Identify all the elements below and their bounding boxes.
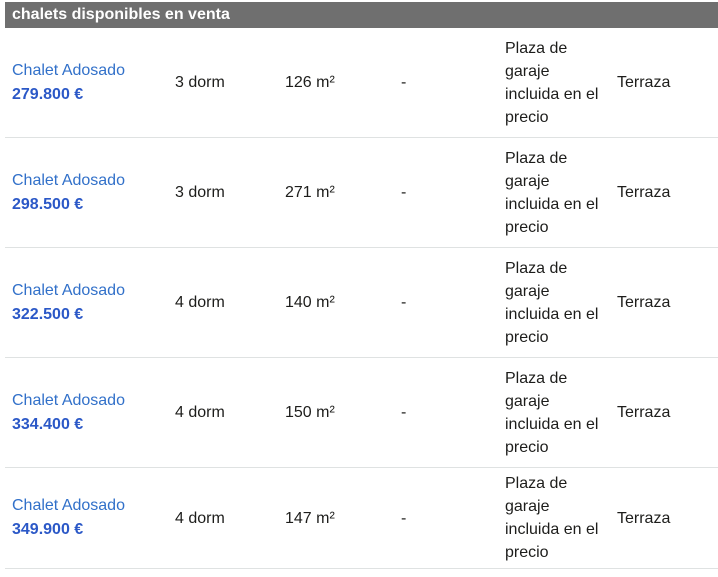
features-cell: Terraza	[617, 294, 671, 311]
area-cell: 150 m²	[285, 404, 335, 421]
bathrooms-cell: -	[401, 294, 407, 311]
listing-price-link[interactable]: 334.400 €	[12, 415, 84, 433]
listing-link[interactable]: Chalet Adosado	[12, 391, 125, 409]
listing-row: Chalet Adosado 322.500 € 4 dorm 140 m² -…	[5, 248, 718, 358]
listing-price-link[interactable]: 349.900 €	[12, 521, 84, 538]
title-price-cell: Chalet Adosado 322.500 €	[5, 248, 175, 357]
features-cell: Terraza	[617, 74, 671, 91]
bathrooms-cell: -	[401, 404, 407, 421]
listing-link[interactable]: Chalet Adosado	[12, 281, 125, 299]
listing-row: Chalet Adosado 349.900 € 4 dorm 147 m² -…	[5, 468, 718, 569]
area-cell: 147 m²	[285, 509, 335, 527]
listing-price-link[interactable]: 322.500 €	[12, 305, 84, 323]
bedrooms-cell: 4 dorm	[175, 509, 225, 527]
garage-cell: Plaza de garaje incluida en el precio	[505, 358, 617, 467]
garage-text: Plaza de garaje incluida en el precio	[505, 39, 599, 126]
title-price-cell: Chalet Adosado 349.900 €	[5, 468, 175, 568]
section-title: chalets disponibles en venta	[12, 6, 230, 23]
listing-link[interactable]: Chalet Adosado	[12, 61, 125, 79]
bedrooms-cell: 4 dorm	[175, 404, 225, 421]
listings-table: Chalet Adosado 279.800 € 3 dorm 126 m² -…	[5, 28, 718, 569]
garage-text: Plaza de garaje incluida en el precio	[505, 149, 599, 236]
bathrooms-cell: -	[401, 184, 407, 201]
section-header: chalets disponibles en venta	[5, 2, 718, 28]
bathrooms-cell: -	[401, 509, 407, 527]
area-cell: 271 m²	[285, 184, 335, 201]
listing-link[interactable]: Chalet Adosado	[12, 497, 125, 514]
bedrooms-cell: 3 dorm	[175, 184, 225, 201]
features-cell: Terraza	[617, 509, 671, 527]
area-cell: 140 m²	[285, 294, 335, 311]
garage-text: Plaza de garaje incluida en el precio	[505, 259, 599, 346]
listing-row: Chalet Adosado 279.800 € 3 dorm 126 m² -…	[5, 28, 718, 138]
title-price-cell: Chalet Adosado 298.500 €	[5, 138, 175, 247]
garage-cell: Plaza de garaje incluida en el precio	[505, 138, 617, 247]
garage-text: Plaza de garaje incluida en el precio	[505, 475, 599, 561]
bedrooms-cell: 3 dorm	[175, 74, 225, 91]
listing-link[interactable]: Chalet Adosado	[12, 171, 125, 189]
features-cell: Terraza	[617, 404, 671, 421]
bathrooms-cell: -	[401, 74, 407, 91]
garage-cell: Plaza de garaje incluida en el precio	[505, 28, 617, 137]
features-cell: Terraza	[617, 184, 671, 201]
listing-row: Chalet Adosado 298.500 € 3 dorm 271 m² -…	[5, 138, 718, 248]
listing-price-link[interactable]: 298.500 €	[12, 195, 84, 213]
title-price-cell: Chalet Adosado 334.400 €	[5, 358, 175, 467]
listing-price-link[interactable]: 279.800 €	[12, 85, 84, 103]
area-cell: 126 m²	[285, 74, 335, 91]
garage-cell: Plaza de garaje incluida en el precio	[505, 248, 617, 357]
bedrooms-cell: 4 dorm	[175, 294, 225, 311]
listing-row: Chalet Adosado 334.400 € 4 dorm 150 m² -…	[5, 358, 718, 468]
title-price-cell: Chalet Adosado 279.800 €	[5, 28, 175, 137]
garage-cell: Plaza de garaje incluida en el precio	[505, 468, 617, 568]
garage-text: Plaza de garaje incluida en el precio	[505, 369, 599, 456]
